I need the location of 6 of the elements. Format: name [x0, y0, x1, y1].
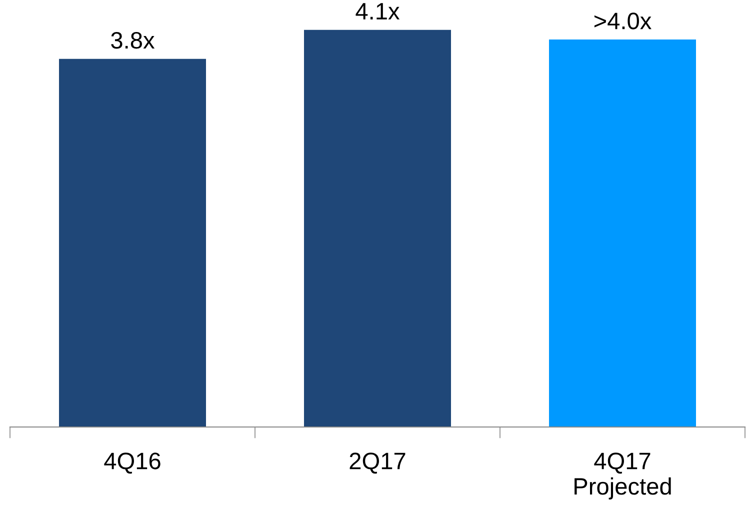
data-label: >4.0x [594, 12, 652, 30]
x-tick-label: 4Q17 Projected [574, 452, 671, 500]
data-label: 4.1x [356, 3, 400, 20]
x-tick-label: 4Q16 [104, 452, 160, 474]
x-tick-label: 2Q17 [350, 452, 406, 474]
data-label: 3.8x [111, 32, 155, 49]
